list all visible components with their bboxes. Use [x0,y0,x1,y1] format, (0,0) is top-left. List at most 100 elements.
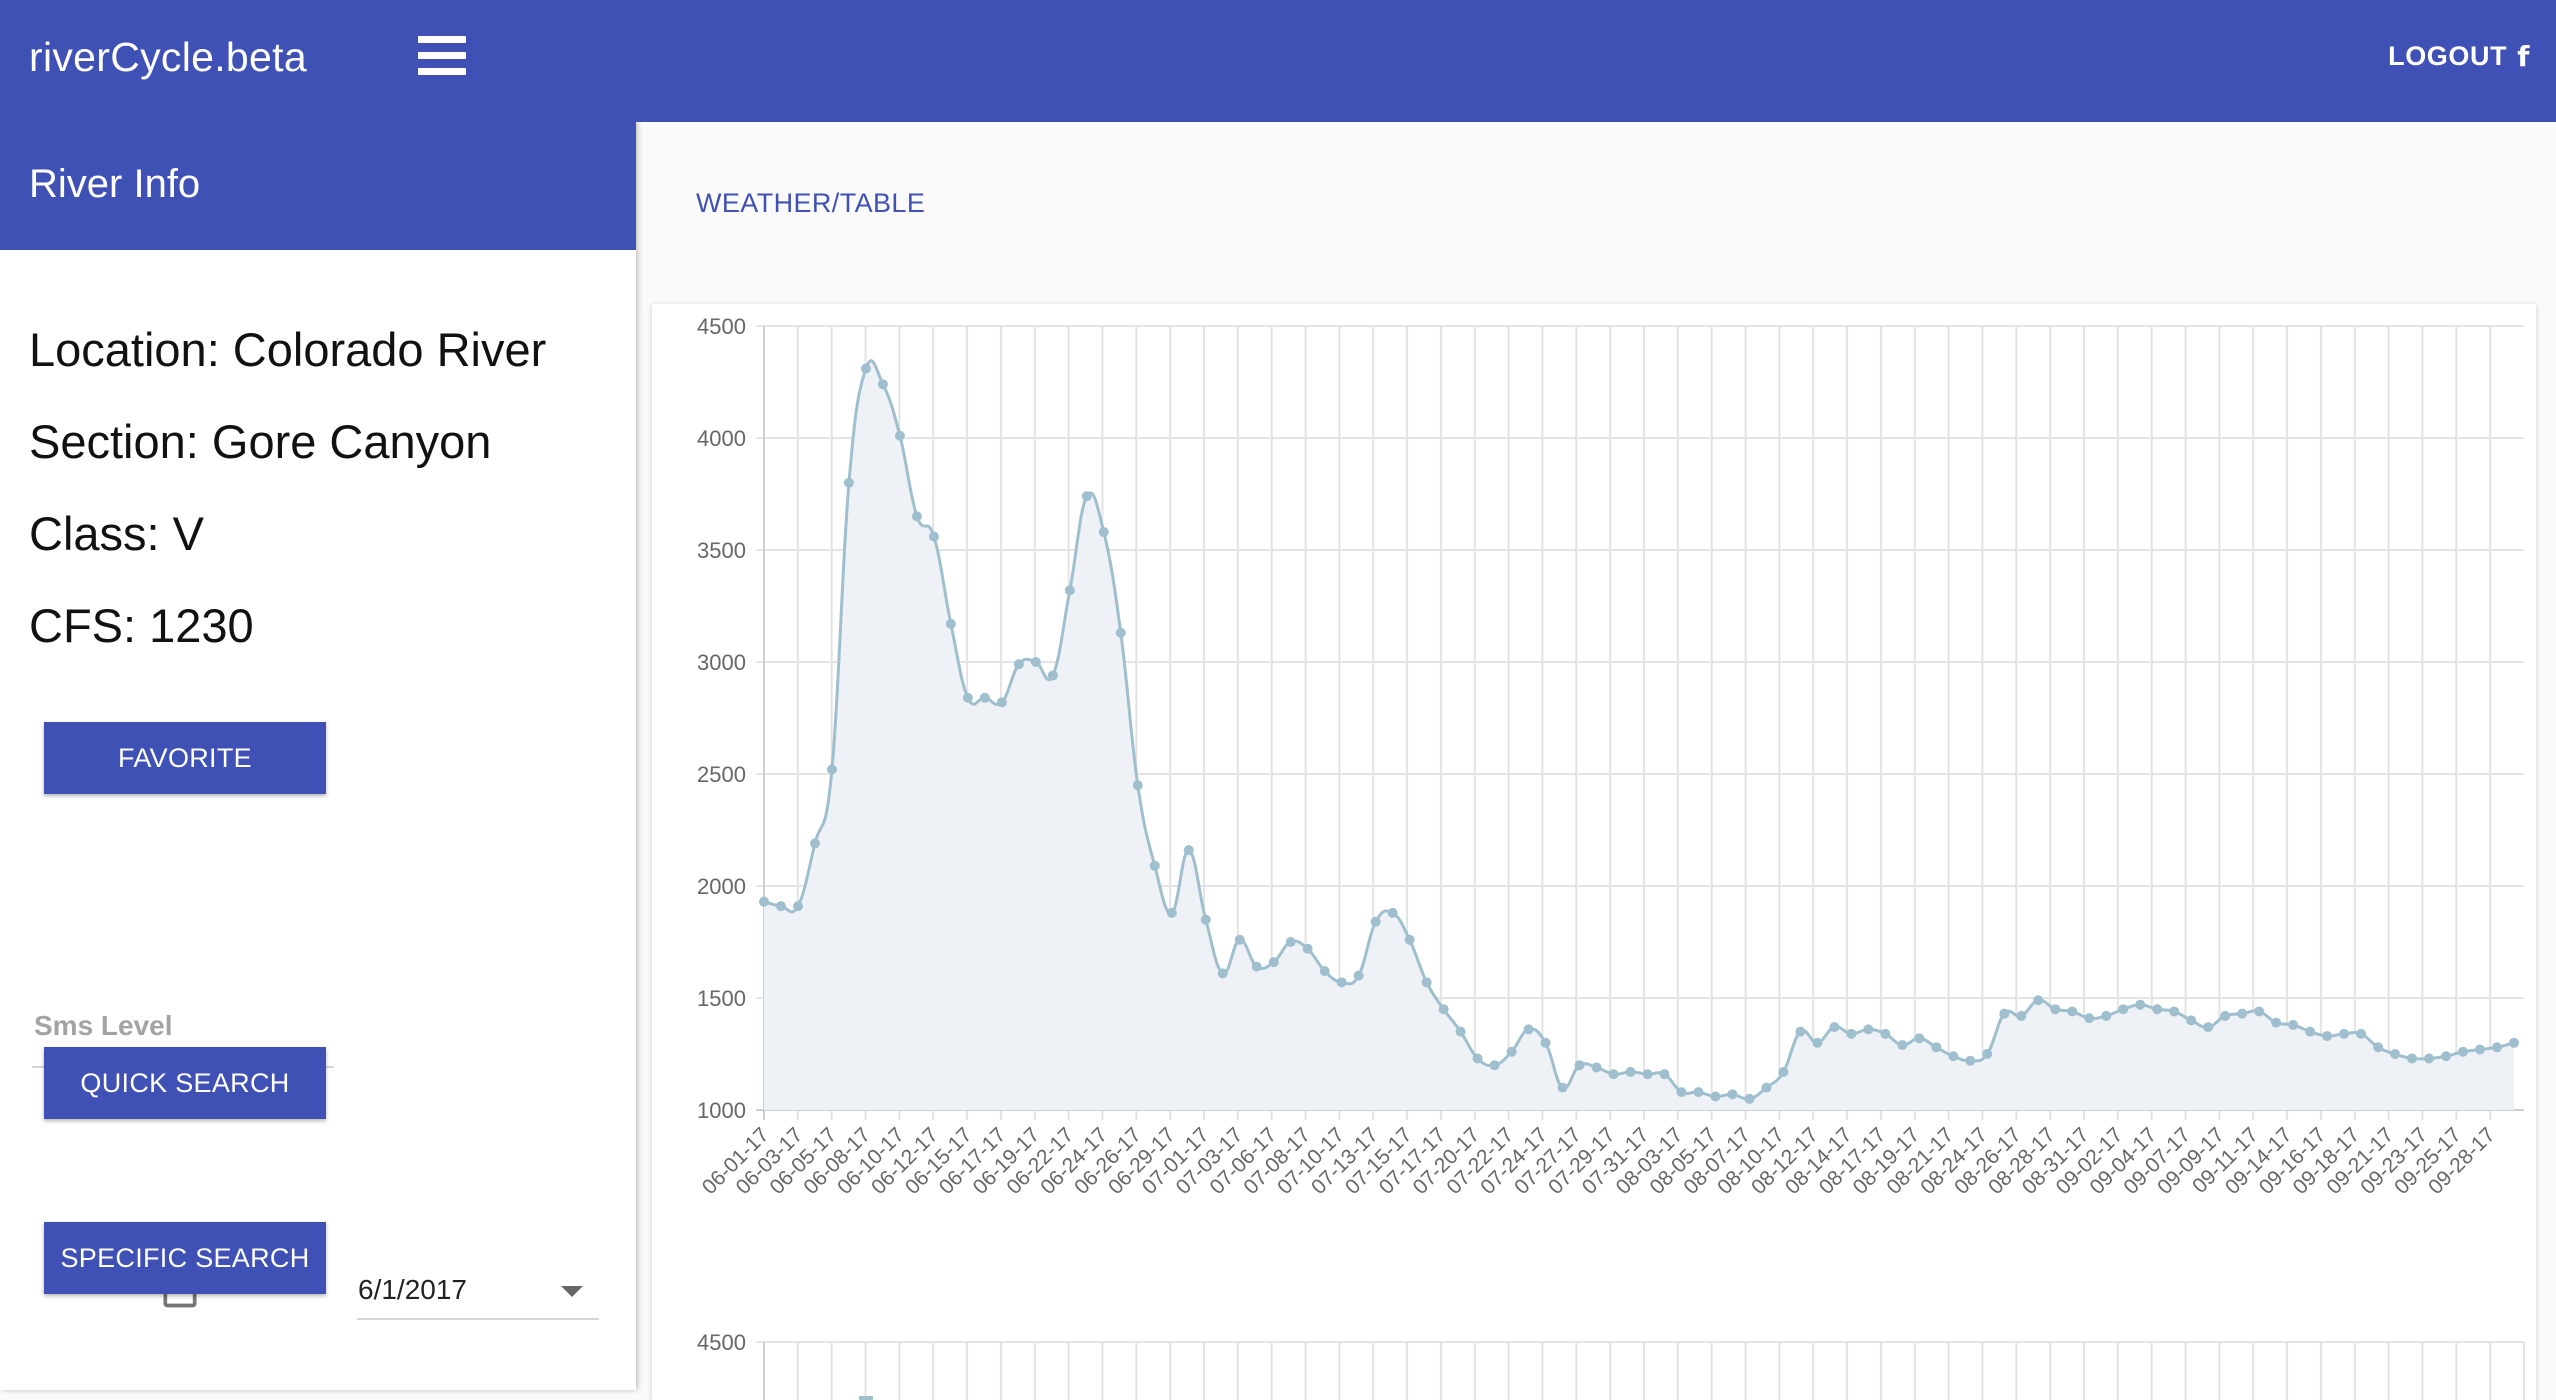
y-tick-label: 1500 [697,986,746,1011]
data-point [2220,1010,2231,1021]
data-point [2152,1004,2163,1015]
data-point [1098,527,1109,538]
data-point [775,901,786,912]
data-point [1965,1055,1976,1066]
data-point [2033,995,2044,1006]
data-point [1693,1087,1704,1098]
y-tick-label: 3500 [697,538,746,563]
data-point [1183,845,1194,856]
data-point [1438,1004,1449,1015]
data-point [2305,1026,2316,1037]
data-point [1336,977,1347,988]
data-point [2492,1042,2503,1053]
data-point [1268,957,1279,968]
data-point [1472,1053,1483,1064]
specific-search-button[interactable]: SPECIFIC SEARCH [44,1222,326,1294]
data-point [996,697,1007,708]
data-point [1506,1046,1517,1057]
data-point [2084,1013,2095,1024]
data-point [1948,1051,1959,1062]
y-tick-label: 2500 [697,762,746,787]
data-point [1795,1026,1806,1037]
data-point [2135,999,2146,1010]
tab-weather-table[interactable]: WEATHER/TABLE [696,188,926,218]
data-point [2475,1044,2486,1055]
logout-button[interactable]: LOGOUT f [2388,40,2530,73]
data-point [2016,1010,2027,1021]
data-point [1574,1060,1585,1071]
data-point [979,692,990,703]
y-tick-label: 4000 [697,426,746,451]
data-point [1931,1042,1942,1053]
data-point [860,363,871,374]
data-point [1200,914,1211,925]
data-point [1982,1049,1993,1059]
data-point [2203,1022,2214,1033]
cfs-text: CFS: 1230 [29,599,254,652]
data-point [1659,1069,1670,1080]
data-point [1591,1062,1602,1073]
data-point [911,511,922,522]
data-point [2458,1046,2469,1057]
data-point [2441,1051,2452,1062]
favorite-button[interactable]: FAVORITE [44,722,326,794]
y-tick-label: 2000 [697,874,746,899]
data-point [1880,1028,1891,1039]
quick-search-button[interactable]: QUICK SEARCH [44,1047,326,1119]
flow-area [764,360,2514,1110]
data-point [1914,1033,1925,1044]
data-point [2271,1017,2282,1028]
data-point [826,764,837,775]
sidebar-title: River Info [29,162,201,206]
data-point [792,901,803,912]
data-point [1761,1082,1772,1093]
data-point [2050,1004,2061,1015]
data-point [2288,1019,2299,1030]
data-point [928,531,939,542]
data-point [1676,1087,1687,1098]
data-point [2322,1031,2333,1042]
data-point [1540,1037,1551,1048]
data-point [1013,659,1024,670]
data-point [1727,1089,1738,1100]
data-point [1132,780,1143,791]
data-point [2339,1028,2350,1039]
data-point [1387,907,1398,918]
data-point [2186,1015,2197,1026]
sms-level-input[interactable] [32,1004,336,1048]
main-content: WEATHER/TABLE 4500 4000 3500 3000 2500 2000 15… [636,122,2556,1400]
facebook-icon: f [2517,40,2530,73]
hamburger-menu-icon[interactable] [416,34,468,78]
y-tick-label: 3000 [697,650,746,675]
data-point [2169,1006,2180,1017]
data-point [962,692,973,703]
data-point [1421,977,1432,988]
data-point [1999,1008,2010,1019]
data-point [1489,1060,1500,1071]
data-point [2390,1049,2401,1059]
logout-label: LOGOUT [2388,41,2508,71]
class-text: Class: V [29,507,204,560]
y-tick-label: 4500 [697,314,746,339]
data-point [1744,1093,1755,1104]
data-point [1625,1066,1636,1077]
data-point [1642,1069,1653,1080]
data-point [2407,1053,2418,1064]
data-point [1557,1082,1568,1093]
data-point [1812,1037,1823,1048]
data-point [1778,1066,1789,1077]
data-point [2373,1042,2384,1053]
data-point [1234,934,1245,945]
data-point [2424,1053,2435,1064]
data-point [2067,1006,2078,1017]
data-point [1030,657,1041,667]
date-select[interactable]: 6/1/2017 [357,1264,599,1320]
data-point [1302,943,1313,954]
data-point [1047,670,1058,681]
data-point [1115,627,1126,638]
app-bar: riverCycle.beta LOGOUT f [0,0,2556,122]
data-point [843,477,854,488]
chart-card: 4500 4000 3500 3000 2500 2000 1500 1000 06-01-1… [652,304,2536,1400]
y-tick-label: 1000 [697,1098,746,1123]
data-point [1064,585,1075,596]
